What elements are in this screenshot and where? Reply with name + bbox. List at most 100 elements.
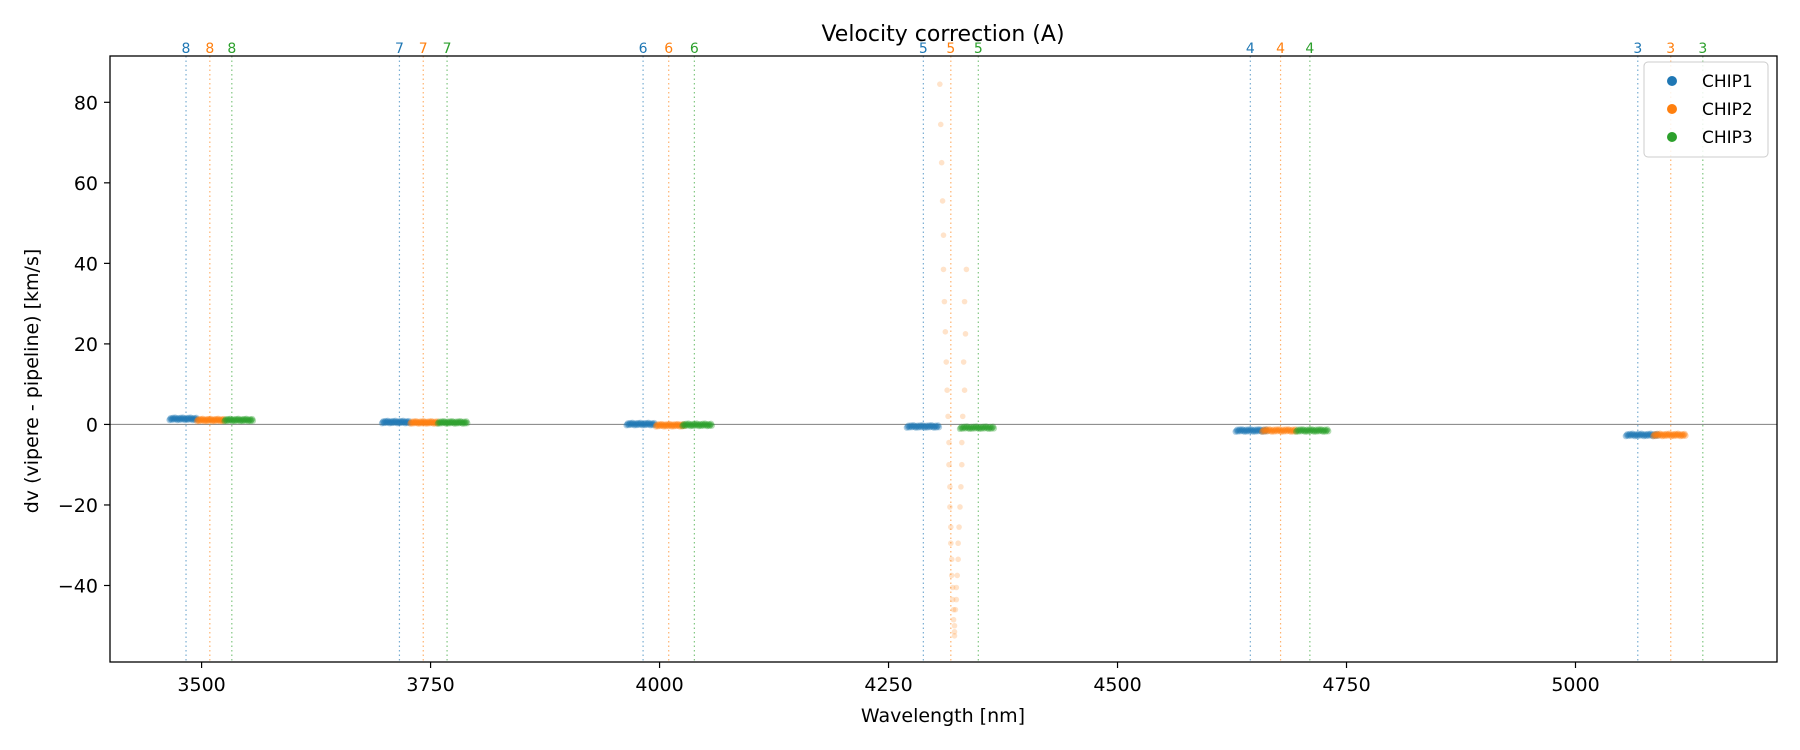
data-point <box>667 422 674 429</box>
data-point-chip2-scatter-36 <box>953 596 960 603</box>
x-axis-label: Wavelength [nm] <box>861 705 1025 727</box>
data-point <box>236 416 243 423</box>
data-point-chip2-scatter-14 <box>961 387 968 394</box>
data-point <box>216 416 223 423</box>
data-point <box>378 420 386 427</box>
data-point <box>416 418 423 425</box>
data-point-chip2-scatter-24 <box>957 504 963 510</box>
data-point <box>379 419 386 426</box>
y-tick-label-0: 0 <box>86 414 98 436</box>
data-point <box>1650 431 1658 439</box>
data-point-chip2-scatter-9 <box>942 329 949 335</box>
data-point <box>1657 432 1664 439</box>
data-point <box>410 419 417 426</box>
data-point <box>980 423 987 430</box>
data-point <box>680 421 687 428</box>
data-point <box>927 423 934 430</box>
data-point <box>1671 431 1678 439</box>
data-point <box>1638 430 1645 437</box>
data-point <box>198 417 205 424</box>
data-point <box>661 422 668 429</box>
data-point <box>219 416 227 424</box>
data-point <box>1294 426 1301 433</box>
point-cluster-chip1-2 <box>623 419 659 429</box>
data-point <box>420 418 428 425</box>
data-point <box>394 420 401 427</box>
data-point <box>635 421 643 428</box>
data-point <box>398 419 405 426</box>
data-point <box>982 423 990 430</box>
data-point <box>962 425 969 432</box>
data-point <box>1238 427 1245 434</box>
data-point <box>200 416 208 423</box>
data-point <box>387 419 394 426</box>
data-point <box>659 421 667 428</box>
data-point <box>668 423 676 430</box>
data-point <box>959 425 966 432</box>
x-tick-label-4500: 4500 <box>1093 674 1141 696</box>
data-point-chip2-scatter-18 <box>959 439 965 446</box>
data-point <box>433 418 441 425</box>
data-point-chip2-scatter-38 <box>952 606 959 613</box>
data-point <box>1281 427 1289 434</box>
data-point <box>419 419 426 427</box>
data-point <box>974 424 981 432</box>
y-axis-label: dv (vipere - pipeline) [km/s] <box>21 249 43 514</box>
data-point <box>1282 426 1289 433</box>
data-point <box>167 414 175 422</box>
data-point <box>698 422 705 430</box>
data-point <box>213 417 220 424</box>
data-point <box>1242 426 1250 433</box>
data-point <box>651 419 658 427</box>
data-point <box>653 422 660 429</box>
data-point-chip2-scatter-13 <box>944 387 950 394</box>
data-point <box>204 416 211 424</box>
data-point <box>691 420 698 428</box>
data-point-chip2-scatter-2 <box>938 159 945 166</box>
data-point <box>934 423 941 430</box>
data-point <box>1305 427 1312 434</box>
order-label-4-chip1: 4 <box>1246 41 1255 57</box>
data-point <box>988 424 996 431</box>
data-point <box>643 421 651 428</box>
y-tick-label-60: 60 <box>74 173 98 195</box>
data-point <box>179 414 187 421</box>
data-point <box>1316 427 1324 434</box>
data-point <box>983 424 991 432</box>
data-point <box>459 420 466 427</box>
data-point <box>179 415 186 422</box>
data-point <box>409 420 416 427</box>
data-point <box>1272 426 1280 433</box>
data-point <box>986 424 993 432</box>
data-point <box>1678 431 1685 439</box>
data-point <box>453 420 460 427</box>
data-point <box>674 420 681 428</box>
data-point <box>1278 428 1285 435</box>
data-point <box>1297 427 1305 435</box>
data-point <box>683 420 690 428</box>
data-point <box>663 422 671 429</box>
data-point <box>1658 431 1665 438</box>
data-point <box>662 421 669 428</box>
data-point <box>1665 430 1673 437</box>
data-point <box>463 418 470 425</box>
data-point <box>675 422 682 429</box>
data-point <box>633 421 640 429</box>
data-point <box>1276 427 1283 435</box>
data-point <box>189 416 196 424</box>
data-point <box>198 416 206 423</box>
data-point-chip2-scatter-1 <box>937 121 944 128</box>
data-point <box>456 418 463 426</box>
data-point <box>183 416 191 423</box>
data-point <box>1648 432 1655 439</box>
data-point <box>682 421 689 429</box>
data-point <box>1649 432 1657 440</box>
data-point <box>963 423 971 430</box>
data-point <box>1283 427 1290 435</box>
data-point <box>424 420 432 427</box>
y-tick-label-20: 20 <box>74 334 98 356</box>
data-point <box>426 418 433 425</box>
data-point <box>648 421 655 428</box>
data-point <box>1269 427 1276 434</box>
